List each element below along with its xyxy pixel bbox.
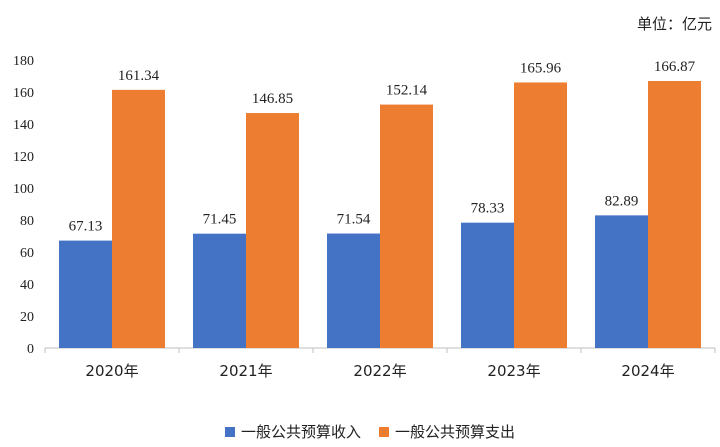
bar-revenue (327, 233, 380, 348)
x-tick-label: 2022年 (353, 362, 406, 380)
data-label: 78.33 (471, 201, 505, 217)
y-tick-label: 180 (13, 54, 34, 69)
legend-swatch (379, 427, 389, 437)
data-label: 146.85 (252, 91, 293, 107)
y-tick-label: 40 (20, 278, 34, 293)
x-axis: 2020年 2021年 2022年 2023年 2024年 (44, 347, 716, 380)
data-label: 152.14 (386, 83, 428, 99)
x-tick-label: 2021年 (219, 362, 272, 380)
unit-label: 单位：亿元 (637, 15, 712, 33)
y-axis: 0 20 40 60 80 100 120 140 160 180 (13, 54, 34, 357)
y-tick-label: 60 (20, 246, 34, 261)
y-tick-label: 100 (13, 182, 34, 197)
data-label: 67.13 (69, 219, 103, 235)
legend-label: 一般公共预算收入 (241, 423, 361, 441)
y-tick-label: 0 (27, 342, 34, 357)
legend-swatch (225, 427, 235, 437)
bars (59, 81, 701, 349)
data-label: 166.87 (654, 59, 696, 75)
bar-revenue (59, 240, 112, 348)
data-label: 165.96 (520, 60, 562, 76)
x-tick-label: 2023年 (487, 362, 540, 380)
data-label: 82.89 (605, 193, 639, 209)
legend-label: 一般公共预算支出 (395, 423, 515, 441)
bar-expenditure (380, 104, 433, 349)
bar-revenue (193, 233, 246, 348)
bar-revenue (595, 215, 648, 348)
data-label: 71.54 (337, 212, 371, 228)
x-tick-label: 2020年 (85, 362, 138, 380)
y-tick-label: 140 (13, 118, 34, 133)
y-tick-label: 160 (13, 86, 34, 101)
bar-expenditure (112, 89, 165, 348)
x-tick-label: 2024年 (621, 362, 674, 380)
bar-expenditure (246, 113, 299, 348)
data-labels: 67.13 161.34 71.45 146.85 71.54 152.14 78.33 16… (69, 59, 696, 235)
y-tick-label: 20 (20, 310, 34, 325)
bar-revenue (461, 222, 514, 348)
bar-expenditure (648, 81, 701, 349)
legend: 一般公共预算收入 一般公共预算支出 (225, 423, 515, 441)
data-label: 71.45 (203, 212, 237, 228)
data-label: 161.34 (118, 68, 160, 84)
y-tick-label: 80 (20, 214, 34, 229)
y-tick-label: 120 (13, 150, 34, 165)
bar-expenditure (514, 82, 567, 349)
